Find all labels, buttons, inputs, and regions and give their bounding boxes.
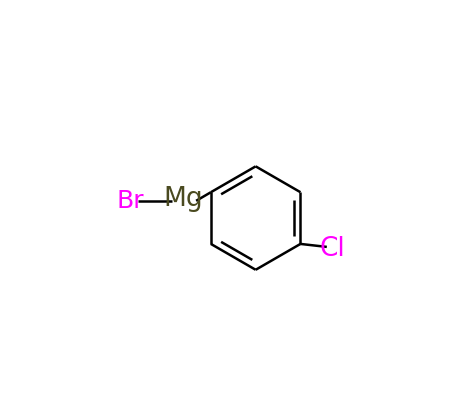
Text: Mg: Mg: [164, 186, 203, 212]
Text: Cl: Cl: [319, 236, 345, 263]
Text: Br: Br: [116, 189, 144, 213]
